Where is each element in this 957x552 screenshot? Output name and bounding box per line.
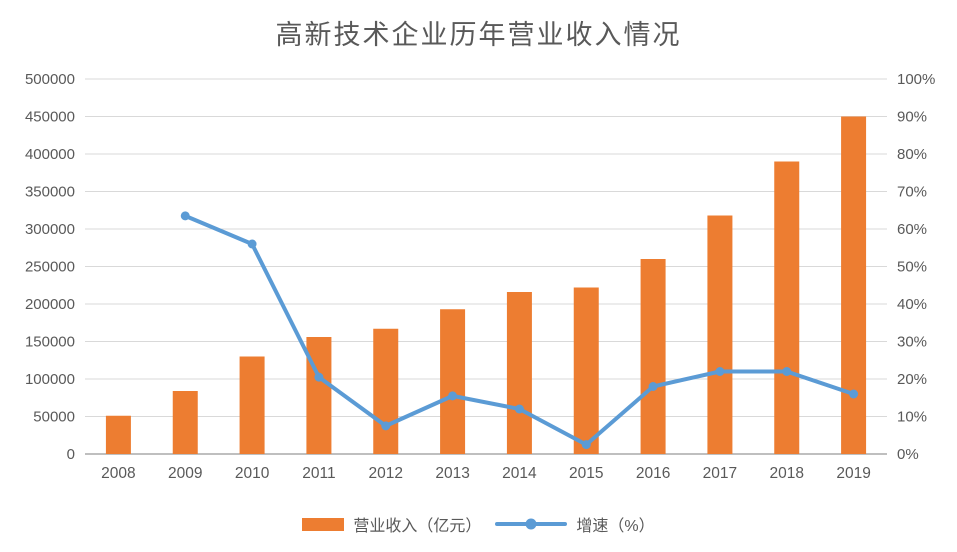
legend-revenue-label: 营业收入（亿元） [353,518,482,535]
bar-2008 [105,415,131,454]
right-axis-tick-label: 0% [897,446,919,463]
line-marker-2018 [782,367,792,376]
right-axis-tick-label: 40% [897,296,927,313]
x-axis-label-2010: 2010 [235,465,270,482]
right-axis-tick-label: 70% [897,184,927,201]
right-axis-tick-label: 80% [897,146,927,163]
line-marker-2010 [247,239,257,249]
line-marker-2013 [448,391,458,401]
left-axis-tick-label: 400000 [25,146,75,163]
left-axis-tick-label: 100000 [25,371,75,388]
x-axis-label-2018: 2018 [770,465,804,482]
chart-title: 高新技术企业历年营业收入情况 [275,20,682,50]
left-axis-tick-label: 200000 [25,296,75,313]
revenue-legend-swatch-icon [302,517,345,531]
line-marker-2014 [514,404,524,414]
line-marker-2019 [849,389,859,399]
left-axis-tick-label: 150000 [25,334,75,351]
right-axis-tick-label: 90% [897,109,927,126]
left-axis-tick-label: 0 [67,446,75,463]
bar-2014 [506,292,532,454]
right-axis-tick-label: 100% [897,71,935,88]
right-axis-tick-label: 60% [897,221,927,238]
legend-item-growth: 增速（%） [495,512,655,536]
bar-2011 [306,337,332,454]
x-axis-label-2017: 2017 [703,465,737,482]
legend-item-revenue: 营业收入（亿元） [302,512,481,536]
line-marker-2012 [381,421,391,431]
bar-2009 [172,391,198,454]
x-axis-label-2014: 2014 [502,465,537,482]
bar-2016 [640,259,666,454]
line-marker-2015 [581,440,591,450]
right-axis-tick-label: 50% [897,259,927,276]
left-axis-tick-label: 250000 [25,259,75,276]
bar-2018 [774,161,800,454]
left-axis-tick-label: 500000 [25,71,75,88]
legend-growth-label: 增速（%） [576,518,655,535]
left-axis-tick-label: 350000 [25,184,75,201]
line-marker-2009 [180,211,190,221]
line-marker-2016 [648,382,658,391]
left-axis-tick-label: 300000 [25,221,75,238]
growth-legend-dot-icon [525,518,537,530]
bar-2019 [841,116,867,454]
line-marker-2017 [715,367,725,376]
right-axis-tick-label: 10% [897,409,927,426]
x-axis-label-2013: 2013 [435,465,469,482]
chart-legend: 营业收入（亿元） 增速（%） [0,510,957,538]
line-marker-2011 [314,372,324,382]
left-axis-tick-label: 50000 [33,409,75,426]
growth-legend-line-icon [495,518,568,530]
bar-2017 [707,215,733,454]
bar-2012 [373,328,399,454]
x-axis-label-2008: 2008 [101,465,135,482]
x-axis-label-2016: 2016 [636,465,670,482]
bar-2013 [440,309,466,454]
left-axis-tick-label: 450000 [25,109,75,126]
x-axis-label-2011: 2011 [302,465,335,482]
x-axis-label-2012: 2012 [369,465,403,482]
bar-2015 [573,287,599,454]
x-axis-label-2009: 2009 [168,465,202,482]
x-axis-label-2019: 2019 [836,465,870,482]
right-axis-tick-label: 30% [897,334,927,351]
right-axis-tick-label: 20% [897,371,927,388]
x-axis-label-2015: 2015 [569,465,603,482]
bar-2010 [239,356,265,454]
